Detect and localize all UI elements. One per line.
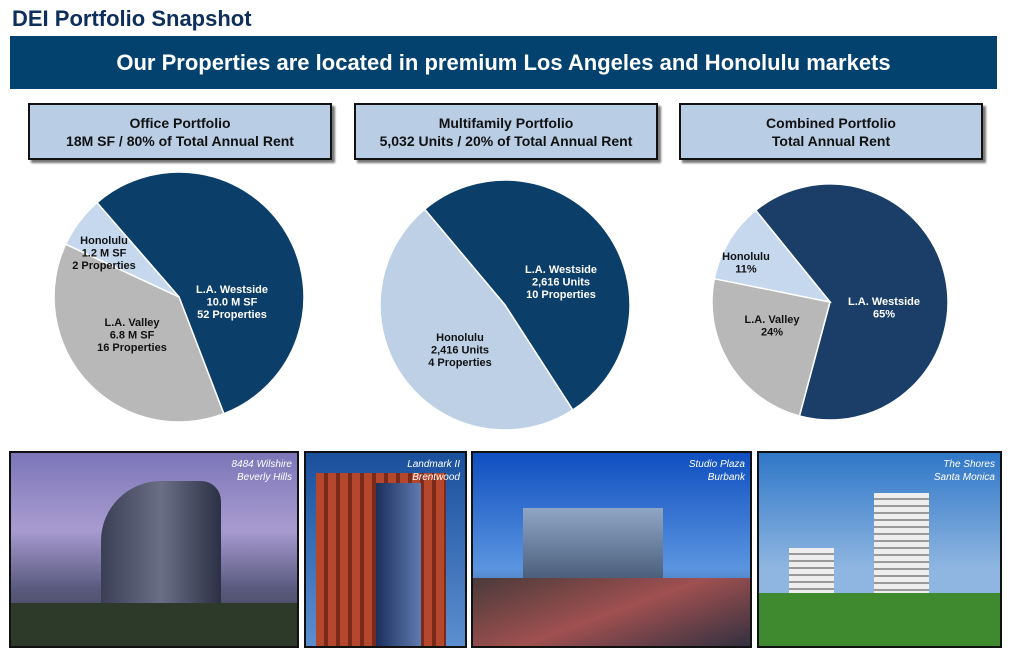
pie-slice-l-a-westside (754, 183, 949, 421)
photo-caption: 8484 Wilshire Beverly Hills (231, 459, 293, 483)
pie-slice-honolulu (713, 209, 832, 304)
photo-studio-plaza: Studio Plaza Burbank (471, 451, 752, 648)
combined-title: Combined Portfolio (766, 114, 896, 131)
pie-slice-l-a-valley (53, 243, 225, 423)
photo-8484-wilshire: 8484 Wilshire Beverly Hills (9, 451, 299, 648)
pie-slice-l-a-westside (95, 171, 305, 415)
office-subtitle: 18M SF / 80% of Total Annual Rent (66, 132, 294, 149)
slice-label: L.A. Westside (196, 284, 268, 296)
slice-label: L.A. Valley (104, 317, 160, 329)
slice-label: 65% (873, 309, 895, 321)
slice-label: 16 Properties (97, 342, 167, 354)
slice-label: 4 Properties (428, 357, 492, 369)
slice-label: 11% (735, 264, 757, 276)
multifamily-header: Multifamily Portfolio 5,032 Units / 20% … (354, 103, 658, 160)
banner: Our Properties are located in premium Lo… (10, 36, 997, 89)
slice-label: Honolulu (722, 251, 770, 263)
photo-the-shores: The Shores Santa Monica (757, 451, 1002, 648)
slice-label: 24% (761, 327, 783, 339)
slice-label: 2,416 Units (431, 345, 489, 357)
pie-slice-honolulu (64, 201, 180, 298)
slice-label: 10 Properties (526, 289, 596, 301)
slice-label: L.A. Westside (525, 264, 597, 276)
slice-label: L.A. Westside (848, 296, 920, 308)
slice-label: 1.2 M SF (82, 248, 127, 260)
slice-label: 2,616 Units (532, 277, 590, 289)
photo-caption: Studio Plaza Burbank (688, 459, 745, 483)
slice-label: 6.8 M SF (110, 330, 155, 342)
combined-header: Combined Portfolio Total Annual Rent (679, 103, 983, 160)
combined-subtitle: Total Annual Rent (771, 132, 891, 149)
multifamily-subtitle: 5,032 Units / 20% of Total Annual Rent (379, 132, 633, 149)
slice-label: 10.0 M SF (207, 297, 258, 309)
pie-slice-l-a-valley (711, 277, 831, 417)
office-title: Office Portfolio (129, 114, 231, 131)
slice-label: 2 Properties (72, 260, 136, 272)
pie-slice-honolulu (379, 208, 574, 431)
slice-label: 52 Properties (197, 309, 267, 321)
photo-landmark-ii: Landmark II Brentwood (304, 451, 467, 648)
multifamily-title: Multifamily Portfolio (438, 114, 574, 131)
office-header: Office Portfolio 18M SF / 80% of Total A… (28, 103, 332, 160)
slice-label: Honolulu (436, 332, 484, 344)
slice-label: L.A. Valley (744, 314, 800, 326)
photo-caption: Landmark II Brentwood (407, 459, 460, 483)
page-title: DEI Portfolio Snapshot (12, 6, 252, 31)
photo-caption: The Shores Santa Monica (933, 459, 995, 483)
pie-slice-l-a-westside (423, 179, 631, 412)
slice-label: Honolulu (80, 235, 128, 247)
